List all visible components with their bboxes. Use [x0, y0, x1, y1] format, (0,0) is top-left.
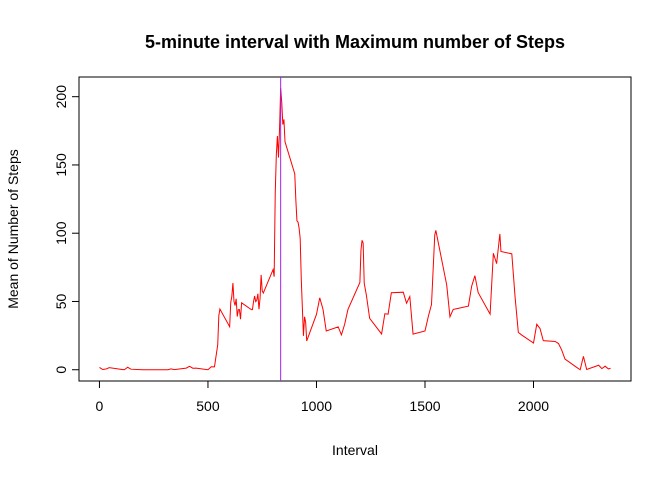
y-tick-label: 200	[53, 85, 69, 109]
y-tick-label: 50	[53, 293, 69, 309]
x-tick-label: 1500	[409, 398, 440, 414]
y-tick-label: 150	[53, 153, 69, 177]
chart-title: 5-minute interval with Maximum number of…	[145, 32, 565, 52]
plot-frame	[78, 76, 632, 382]
x-tick-label: 500	[196, 398, 220, 414]
x-tick-label: 0	[96, 398, 104, 414]
y-tick-label: 100	[53, 221, 69, 245]
x-axis-label: Interval	[332, 442, 378, 458]
y-tick-label: 0	[53, 366, 69, 374]
data-line	[99, 88, 611, 371]
x-tick-label: 2000	[518, 398, 549, 414]
y-axis-label: Mean of Number of Steps	[5, 149, 21, 309]
x-tick-label: 1000	[301, 398, 332, 414]
